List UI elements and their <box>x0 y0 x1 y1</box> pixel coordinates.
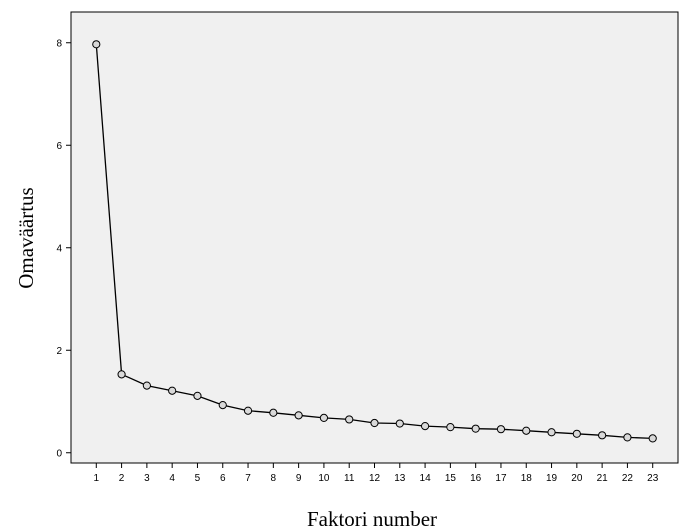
data-point <box>243 406 253 415</box>
x-axis-title: Faktori number <box>307 507 437 531</box>
x-tick-label: 6 <box>220 473 226 484</box>
data-point <box>92 40 101 49</box>
x-tick-label: 19 <box>546 473 558 484</box>
data-point <box>319 413 329 422</box>
x-tick-label: 21 <box>597 473 609 484</box>
data-series <box>92 40 657 443</box>
plot-area <box>70 11 679 464</box>
x-tick-label: 10 <box>318 473 330 484</box>
data-point <box>598 431 607 440</box>
x-tick-label: 13 <box>394 473 406 484</box>
data-point <box>294 411 303 420</box>
x-tick-label: 3 <box>144 473 150 484</box>
y-axis-title: Omaväärtus <box>14 187 38 288</box>
y-tick-label: 8 <box>56 38 62 49</box>
data-point <box>269 408 278 417</box>
x-tick-label: 16 <box>470 473 482 484</box>
data-point <box>522 426 531 435</box>
data-point <box>218 400 227 410</box>
data-point <box>446 423 455 432</box>
y-axis: 0 2 4 6 8 <box>56 38 71 459</box>
y-tick-label: 4 <box>56 243 62 254</box>
y-tick-label: 0 <box>56 448 62 459</box>
data-point <box>142 381 151 390</box>
x-tick-label: 7 <box>245 473 251 484</box>
x-tick-label: 22 <box>622 473 634 484</box>
data-point <box>471 424 480 433</box>
x-tick-label: 15 <box>445 473 457 484</box>
x-tick-label: 14 <box>420 473 432 484</box>
x-tick-label: 1 <box>94 473 100 484</box>
x-tick-label: 2 <box>119 473 125 484</box>
data-point <box>117 370 126 379</box>
y-tick-label: 2 <box>56 346 62 357</box>
data-point <box>420 422 430 431</box>
x-tick-label: 20 <box>571 473 583 484</box>
x-tick-label: 12 <box>369 473 381 484</box>
x-tick-label: 9 <box>296 473 302 484</box>
data-point <box>496 425 506 434</box>
data-point <box>345 415 354 424</box>
data-point <box>572 429 581 438</box>
data-point <box>193 391 202 400</box>
data-point <box>370 418 379 428</box>
y-tick-label: 6 <box>56 141 62 152</box>
x-tick-label: 18 <box>521 473 533 484</box>
data-point <box>395 419 404 428</box>
data-point <box>168 386 177 395</box>
data-point <box>648 434 657 443</box>
data-point <box>547 428 556 437</box>
data-point <box>623 433 632 442</box>
x-tick-label: 5 <box>195 473 201 484</box>
x-tick-label: 4 <box>169 473 175 484</box>
x-tick-label: 23 <box>647 473 659 484</box>
x-axis: 1 2 3 4 5 6 7 8 9 10 11 12 13 14 15 16 17 18 19 20 21 22 23 <box>94 463 659 484</box>
x-tick-label: 8 <box>271 473 277 484</box>
x-tick-label: 11 <box>344 473 355 484</box>
x-tick-label: 17 <box>495 473 507 484</box>
